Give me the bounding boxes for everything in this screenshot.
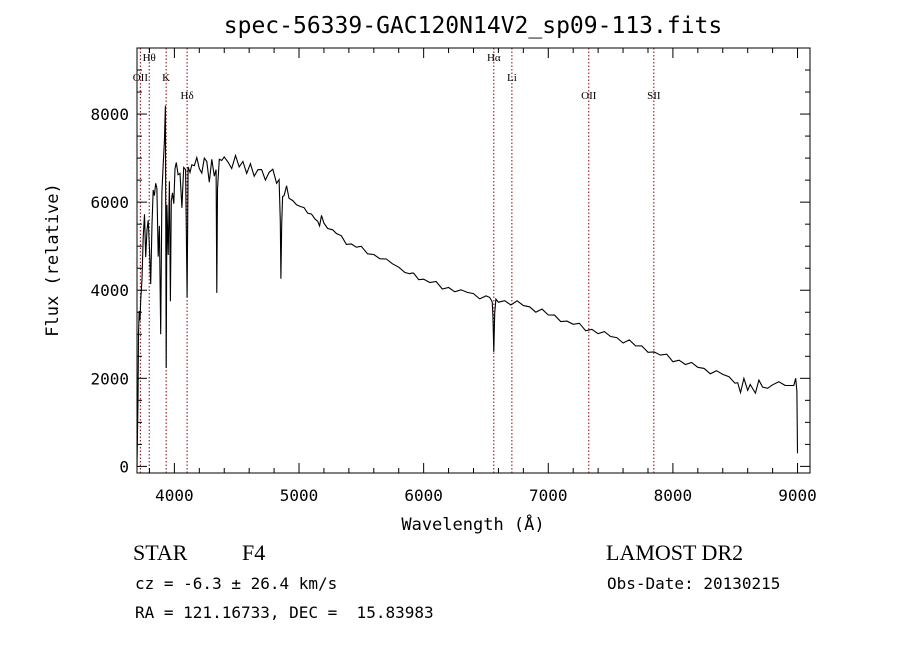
x-tick-label: 7000 — [529, 486, 568, 505]
line-marker-label: Hδ — [181, 90, 194, 102]
x-tick-label: 8000 — [654, 486, 693, 505]
line-marker-label: Hα — [487, 52, 501, 64]
y-tick-label: 8000 — [90, 105, 129, 124]
line-marker-label: SII — [647, 90, 661, 102]
chart-title: spec-56339-GAC120N14V2_sp09-113.fits — [224, 13, 723, 39]
x-tick-label: 6000 — [404, 486, 443, 505]
redshift-cz: cz = -6.3 ± 26.4 km/s — [135, 574, 338, 593]
y-tick-label: 0 — [119, 457, 129, 476]
x-tick-label: 5000 — [280, 486, 319, 505]
object-class: STAR — [133, 540, 188, 565]
x-axis-label: Wavelength (Å) — [401, 513, 544, 535]
obs-date: Obs-Date: 20130215 — [607, 574, 781, 593]
plot-frame — [136, 47, 811, 474]
spectrum-line — [136, 105, 799, 467]
survey-name: LAMOST DR2 — [606, 540, 744, 565]
y-tick-label: 2000 — [90, 369, 129, 388]
axis-ticks: 4000 5000 6000 7000 8000 9000 0 2000 4000 6000 800… — [90, 48, 817, 505]
line-marker-label: Li — [507, 72, 517, 84]
object-subclass: F4 — [242, 540, 266, 565]
x-tick-label: 9000 — [778, 486, 817, 505]
x-tick-label: 4000 — [155, 486, 194, 505]
line-marker-label: OII — [133, 72, 149, 84]
line-marker-label: Hθ — [143, 52, 156, 64]
y-axis-label: Flux (relative) — [43, 183, 63, 337]
ra-dec: RA = 121.16733, DEC = 15.83983 — [135, 603, 434, 622]
y-tick-label: 6000 — [90, 193, 129, 212]
plot-content: Hθ OII K Hδ Hα Li OII SII — [133, 48, 799, 473]
line-marker-label: K — [162, 72, 170, 84]
line-marker-label: OII — [581, 90, 597, 102]
y-tick-label: 4000 — [90, 281, 129, 300]
